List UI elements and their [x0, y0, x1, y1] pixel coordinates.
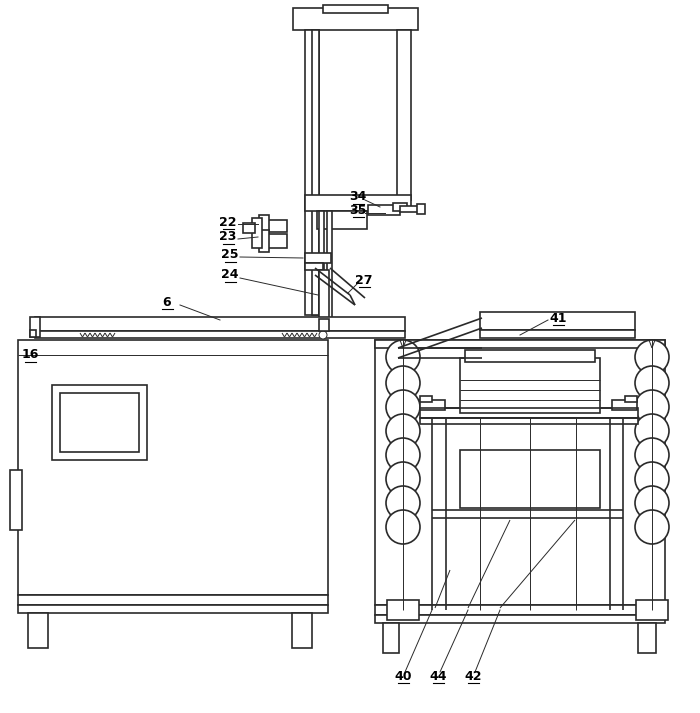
Bar — [420, 418, 638, 424]
Bar — [375, 615, 665, 623]
Bar — [383, 623, 399, 653]
Circle shape — [386, 340, 420, 374]
Bar — [293, 8, 418, 30]
Bar — [375, 605, 665, 615]
Text: 25: 25 — [221, 249, 239, 262]
Bar — [292, 613, 312, 648]
Bar — [259, 215, 269, 237]
Bar — [465, 350, 595, 362]
Text: 35: 35 — [349, 203, 367, 217]
Bar — [18, 595, 328, 605]
Bar — [638, 623, 656, 653]
Bar — [327, 211, 332, 326]
Circle shape — [386, 414, 420, 448]
Circle shape — [386, 462, 420, 496]
Text: 23: 23 — [219, 230, 237, 244]
Circle shape — [635, 414, 669, 448]
Text: 44: 44 — [429, 670, 447, 682]
Bar — [267, 220, 287, 232]
Bar — [393, 203, 407, 211]
Circle shape — [635, 462, 669, 496]
Bar — [52, 385, 147, 460]
Bar — [305, 195, 411, 211]
Bar — [417, 204, 425, 214]
Bar — [375, 340, 665, 605]
Circle shape — [635, 510, 669, 544]
Bar — [243, 223, 255, 233]
Bar — [460, 358, 600, 413]
Circle shape — [635, 340, 669, 374]
Bar — [480, 330, 635, 338]
Circle shape — [386, 390, 420, 424]
Circle shape — [635, 438, 669, 472]
Bar — [312, 30, 319, 315]
Bar — [319, 270, 329, 325]
Circle shape — [319, 331, 327, 339]
Text: 41: 41 — [550, 312, 567, 324]
Bar — [60, 393, 139, 452]
Bar — [400, 206, 420, 212]
Text: 42: 42 — [464, 670, 482, 682]
Text: 27: 27 — [355, 274, 372, 287]
Bar — [636, 600, 668, 620]
Bar — [305, 263, 323, 270]
Bar — [397, 30, 411, 200]
Bar — [625, 396, 637, 402]
Bar — [317, 211, 367, 229]
Bar — [18, 340, 328, 595]
Bar — [612, 400, 637, 410]
Bar — [460, 450, 600, 508]
Text: 40: 40 — [394, 670, 412, 682]
Bar — [259, 230, 269, 252]
Bar — [252, 218, 262, 248]
Text: 22: 22 — [219, 215, 237, 228]
Bar — [35, 331, 405, 338]
Circle shape — [635, 390, 669, 424]
Bar — [18, 605, 328, 613]
Bar — [305, 253, 331, 263]
Bar — [319, 319, 329, 331]
Circle shape — [386, 438, 420, 472]
Text: 16: 16 — [21, 349, 38, 361]
Bar — [319, 211, 324, 326]
Circle shape — [635, 366, 669, 400]
Bar — [420, 408, 638, 418]
Bar — [480, 312, 635, 330]
Bar — [28, 613, 48, 648]
Bar — [420, 400, 445, 410]
Text: 24: 24 — [221, 269, 239, 282]
Bar — [368, 205, 400, 215]
Bar — [267, 234, 287, 248]
Circle shape — [386, 510, 420, 544]
Circle shape — [386, 366, 420, 400]
Text: 34: 34 — [349, 190, 367, 203]
Bar — [35, 317, 405, 331]
Bar — [10, 470, 22, 530]
Circle shape — [386, 486, 420, 520]
Text: 6: 6 — [162, 295, 172, 309]
Bar — [387, 600, 419, 620]
Bar — [375, 340, 665, 348]
Bar — [420, 396, 432, 402]
Bar — [305, 30, 319, 315]
Bar — [30, 330, 36, 337]
Bar — [323, 5, 388, 13]
Bar — [30, 317, 40, 337]
Circle shape — [635, 486, 669, 520]
